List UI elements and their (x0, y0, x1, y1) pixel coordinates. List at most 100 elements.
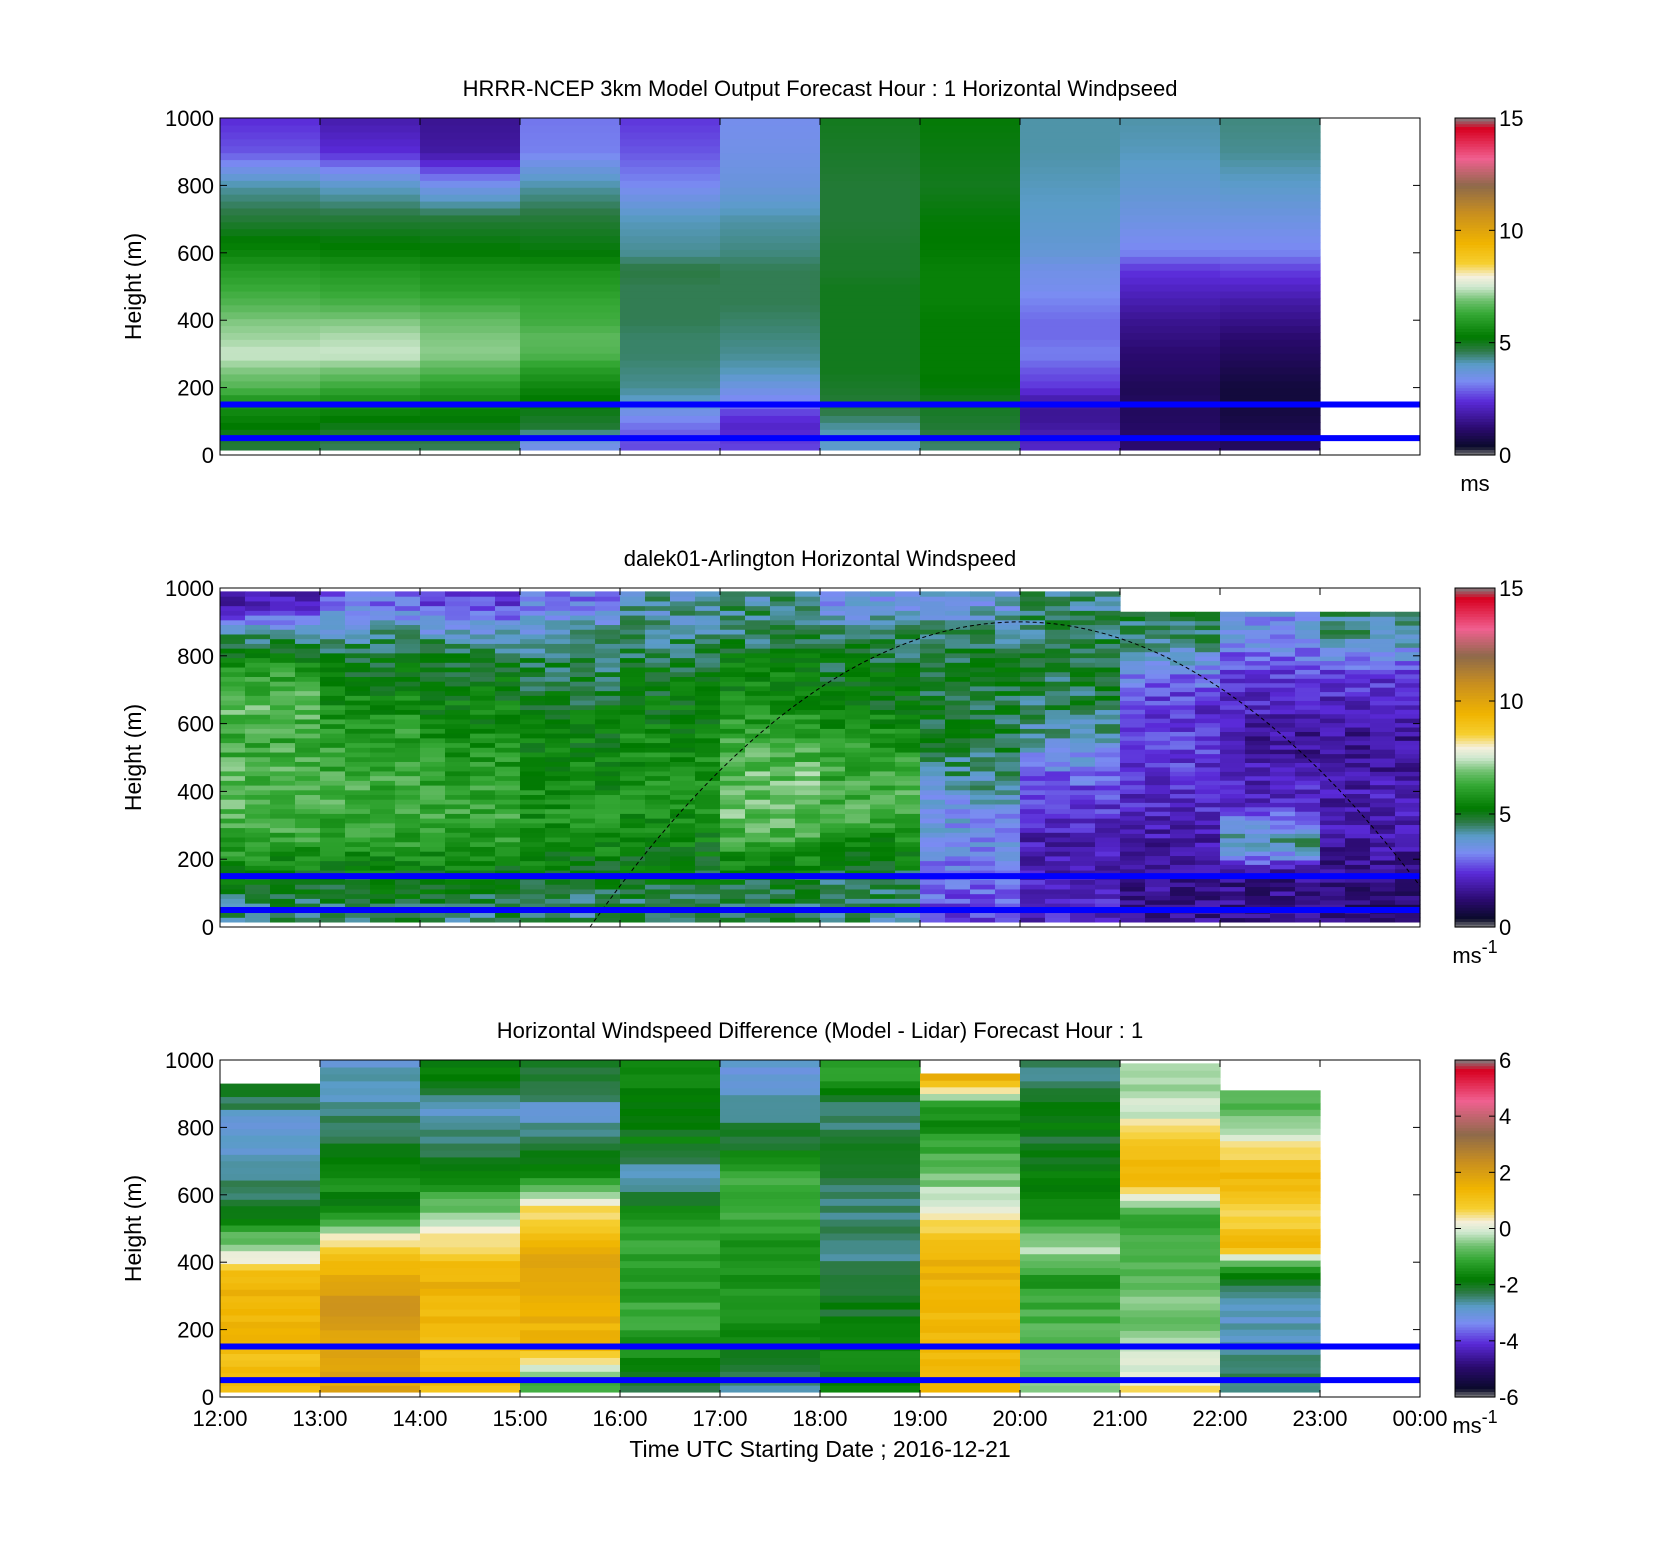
heatmap-cell (670, 619, 696, 626)
heatmap-cell (1045, 912, 1071, 918)
heatmap-cell (470, 855, 496, 862)
heatmap-cell (320, 737, 346, 744)
heatmap-cell (1320, 824, 1346, 830)
heatmap-cell (1120, 775, 1146, 781)
heatmap-cell (970, 784, 996, 791)
colorbar-swatch (1455, 1118, 1495, 1123)
heatmap-cell (870, 869, 896, 876)
y-tick-label: 800 (177, 1115, 214, 1140)
heatmap-cell (1345, 815, 1371, 821)
heatmap-cell (1220, 200, 1321, 209)
heatmap-cell (1270, 775, 1296, 781)
heatmap-cell (1220, 695, 1246, 701)
heatmap-cell (420, 600, 446, 607)
heatmap-cell (870, 803, 896, 810)
heatmap-cell (795, 633, 821, 640)
heatmap-cell (320, 799, 346, 805)
heatmap-cell (1220, 194, 1321, 202)
heatmap-cell (695, 662, 721, 668)
heatmap-cell (795, 591, 821, 597)
heatmap-cell (1070, 728, 1096, 734)
heatmap-cell (320, 685, 346, 692)
heatmap-cell (1345, 877, 1371, 883)
heatmap-cell (720, 638, 746, 644)
colorbar-swatch (1455, 672, 1495, 677)
colorbar-swatch (1455, 616, 1495, 620)
heatmap-cell (1395, 828, 1421, 834)
colorbar-swatch (1455, 404, 1495, 408)
colorbar-swatch (1455, 148, 1495, 153)
heatmap-cell (395, 629, 421, 635)
heatmap-cell (1070, 685, 1096, 692)
heatmap-cell (445, 699, 471, 706)
heatmap-cell (420, 1129, 521, 1137)
heatmap-cell (670, 756, 696, 762)
heatmap-cell (220, 714, 246, 720)
heatmap-cell (345, 600, 371, 607)
heatmap-cell (220, 1179, 321, 1187)
heatmap-cell (420, 851, 446, 857)
heatmap-cell (1220, 806, 1246, 812)
heatmap-cell (320, 808, 346, 814)
heatmap-cell (1195, 846, 1221, 852)
heatmap-cell (1270, 673, 1296, 679)
heatmap-cell (695, 780, 721, 786)
heatmap-cell (920, 648, 946, 654)
heatmap-cell (595, 657, 621, 663)
heatmap-cell (820, 827, 846, 833)
heatmap-cell (320, 770, 346, 777)
heatmap-cell (295, 836, 321, 843)
heatmap-cell (745, 685, 771, 692)
heatmap-cell (345, 695, 371, 701)
heatmap-cell (420, 1066, 521, 1075)
heatmap-cell (1245, 864, 1271, 870)
heatmap-cell (920, 614, 946, 621)
heatmap-cell (1120, 263, 1221, 271)
heatmap-cell (1095, 775, 1121, 781)
heatmap-cell (245, 917, 271, 923)
heatmap-cell (570, 610, 596, 616)
heatmap-cell (945, 888, 971, 895)
heatmap-cell (945, 648, 971, 654)
heatmap-cell (520, 756, 546, 762)
heatmap-cell (1345, 775, 1371, 781)
heatmap-cell (595, 605, 621, 611)
heatmap-cell (370, 605, 396, 611)
heatmap-cell (745, 761, 771, 767)
heatmap-cell (545, 742, 571, 748)
heatmap-cell (695, 624, 721, 630)
heatmap-cell (1020, 761, 1046, 767)
heatmap-cell (1070, 869, 1096, 876)
heatmap-cell (645, 605, 671, 611)
heatmap-cell (945, 879, 971, 885)
heatmap-cell (495, 780, 521, 786)
heatmap-cell (1395, 616, 1421, 622)
heatmap-cell (645, 827, 671, 833)
heatmap-cell (1020, 718, 1046, 725)
heatmap-cell (945, 751, 971, 758)
heatmap-cell (895, 662, 921, 668)
heatmap-cell (695, 610, 721, 616)
heatmap-cell (395, 633, 421, 640)
heatmap-cell (920, 1153, 1021, 1161)
heatmap-cell (970, 869, 996, 876)
heatmap-cell (345, 671, 371, 677)
heatmap-cell (420, 1232, 521, 1241)
heatmap-cell (595, 737, 621, 744)
heatmap-cell (1220, 1303, 1321, 1311)
heatmap-cell (420, 884, 446, 890)
heatmap-cell (370, 662, 396, 668)
heatmap-cell (1295, 664, 1321, 670)
heatmap-cell (720, 1302, 821, 1310)
heatmap-cell (295, 898, 321, 904)
heatmap-cell (1145, 797, 1171, 803)
heatmap-cell (795, 728, 821, 734)
heatmap-cell (945, 860, 971, 866)
heatmap-cell (845, 737, 871, 744)
colorbar-swatch (1455, 1099, 1495, 1103)
heatmap-cell (995, 808, 1021, 814)
heatmap-cell (820, 325, 921, 333)
heatmap-cell (1120, 678, 1146, 684)
heatmap-cell (470, 832, 496, 838)
